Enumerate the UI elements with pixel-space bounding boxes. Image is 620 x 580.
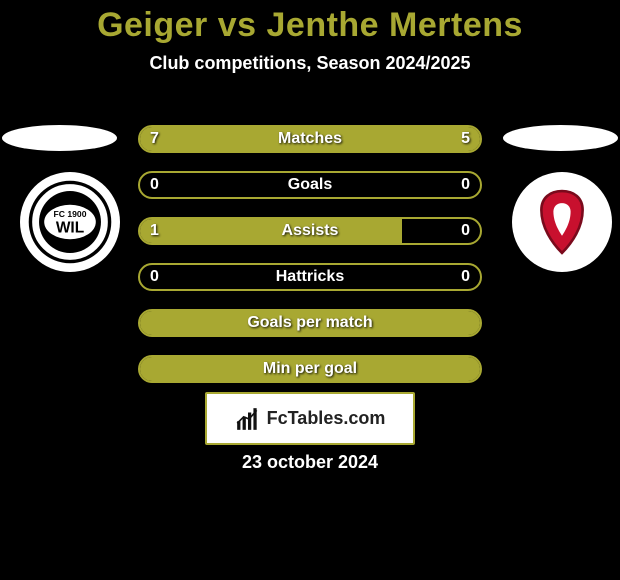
stat-label: Matches: [140, 127, 480, 151]
brand-badge[interactable]: FcTables.com: [205, 392, 415, 445]
svg-text:WIL: WIL: [56, 219, 84, 236]
brand-text: FcTables.com: [267, 408, 386, 429]
stat-row: 75Matches: [138, 125, 482, 153]
stat-row: 00Goals: [138, 171, 482, 199]
stat-label: Goals: [140, 173, 480, 197]
club-badge-left: FC 1900 WIL: [20, 172, 120, 272]
fcwil-logo-icon: FC 1900 WIL: [27, 179, 113, 265]
stat-bars: 75Matches 00Goals 10Assists 00Hattricks Goal…: [138, 125, 482, 401]
stat-row: Goals per match: [138, 309, 482, 337]
stat-row: Min per goal: [138, 355, 482, 383]
comparison-title: Geiger vs Jenthe Mertens: [0, 0, 620, 45]
stat-row: 10Assists: [138, 217, 482, 245]
vaduz-logo-icon: [519, 179, 605, 265]
stat-row: 00Hattricks: [138, 263, 482, 291]
club-badge-right: [512, 172, 612, 272]
svg-text:FC 1900: FC 1900: [54, 209, 87, 219]
stat-label: Assists: [140, 219, 480, 243]
stat-label: Goals per match: [140, 311, 480, 335]
stat-label: Min per goal: [140, 357, 480, 381]
comparison-date: 23 october 2024: [0, 452, 620, 473]
chart-icon: [235, 406, 261, 432]
comparison-subtitle: Club competitions, Season 2024/2025: [0, 53, 620, 74]
player-left-highlight: [2, 125, 117, 151]
player-right-highlight: [503, 125, 618, 151]
stat-label: Hattricks: [140, 265, 480, 289]
